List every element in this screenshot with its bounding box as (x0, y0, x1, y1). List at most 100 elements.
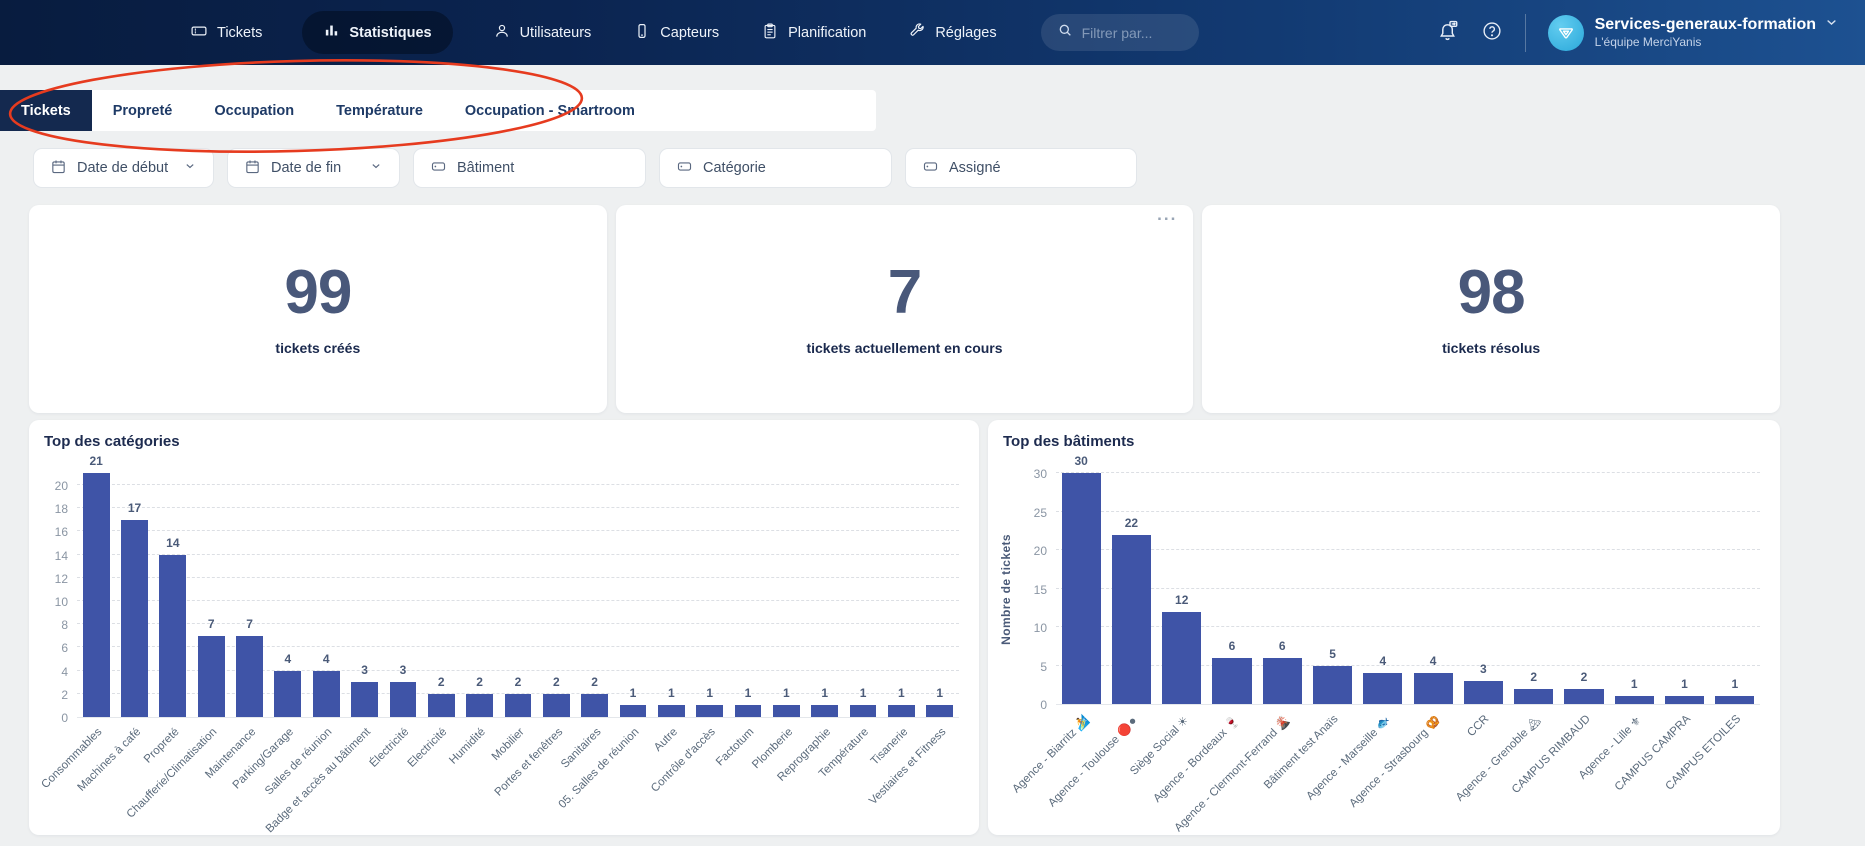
bar[interactable]: 1 (844, 474, 882, 717)
bell-icon (1436, 20, 1459, 46)
kpi-row: 99 tickets créés ... 7 tickets actuellem… (29, 205, 1780, 413)
tab-occupation-smartroom[interactable]: Occupation - Smartroom (464, 102, 635, 119)
card-menu-button[interactable]: ... (1157, 205, 1178, 224)
filter-categorie[interactable]: Catégorie (659, 148, 892, 188)
bar[interactable]: 1 (614, 474, 652, 717)
bar[interactable]: 1 (921, 474, 959, 717)
question-circle-icon (1481, 20, 1503, 45)
bar[interactable]: 2 (422, 474, 460, 717)
bar[interactable]: 2 (575, 474, 613, 717)
nav-item-statistiques[interactable]: Statistiques (302, 11, 453, 54)
y-tick-label: 8 (61, 618, 68, 633)
bar[interactable]: 22 (1106, 474, 1156, 704)
bar-value-label: 7 (246, 616, 253, 631)
x-axis-label: CCR (1465, 713, 1492, 740)
chart-top-categories: Top des catégories 0 2 4 6 8 10 12 14 16 18 20 21 1… (29, 420, 979, 835)
bar[interactable]: 17 (115, 474, 153, 717)
bar-value-label: 12 (1175, 592, 1189, 607)
bar[interactable]: 1 (767, 474, 805, 717)
sensor-device-icon (633, 22, 651, 44)
nav-item-label: Tickets (217, 24, 263, 41)
bar[interactable]: 1 (1609, 474, 1659, 704)
bar[interactable]: 5 (1307, 474, 1357, 704)
y-axis: 0 2 4 6 8 10 12 14 16 18 20 (37, 474, 77, 725)
plot-area: 21 17 14 7 7 4 4 3 3 2 2 2 2 2 1 1 1 1 1 1 1 1 1 (77, 454, 959, 718)
bar[interactable]: 7 (192, 474, 230, 717)
wrench-icon (908, 22, 926, 44)
bar[interactable]: 3 (1458, 474, 1508, 704)
bar[interactable]: 2 (537, 474, 575, 717)
nav-item-capteurs[interactable]: Capteurs (631, 11, 721, 55)
bar-value-label: 4 (284, 651, 292, 666)
bar-value-label: 1 (1731, 677, 1739, 692)
bar[interactable]: 1 (1710, 474, 1760, 704)
bar[interactable]: 2 (1559, 474, 1609, 704)
y-tick-label: 25 (1033, 505, 1047, 520)
bar-value-label: 3 (1480, 661, 1487, 676)
bar[interactable]: 14 (154, 474, 192, 717)
chevron-down-icon (1824, 15, 1839, 35)
bar-value-label: 6 (1228, 638, 1236, 653)
bar-value-label: 4 (322, 651, 330, 666)
stat-label: tickets actuellement en cours (806, 340, 1003, 356)
y-tick-label: 2 (61, 687, 68, 702)
tab-tickets[interactable]: Tickets (0, 90, 92, 131)
bar[interactable]: 1 (652, 474, 690, 717)
gridline (1056, 510, 1760, 512)
filter-date-fin[interactable]: Date de fin (227, 148, 400, 188)
stat-value: 7 (887, 258, 922, 327)
bar[interactable]: 12 (1157, 474, 1207, 704)
nav-item-utilisateurs[interactable]: Utilisateurs (491, 11, 594, 55)
gridline (1056, 664, 1760, 666)
nav-item-planification[interactable]: Planification (759, 11, 868, 55)
bar[interactable]: 30 (1056, 454, 1106, 704)
x-axis-labels: Agence - Biarritz 🏄 Agence - Toulouse 🔴⚫ S… (1010, 705, 1760, 835)
bar[interactable]: 1 (882, 474, 920, 717)
filter-batiment[interactable]: Bâtiment (413, 148, 646, 188)
bar-value-label: 2 (591, 674, 598, 689)
tag-icon (430, 158, 447, 179)
tab-propret-[interactable]: Propreté (112, 102, 173, 119)
bar-value-label: 6 (1278, 638, 1286, 653)
bar[interactable]: 3 (384, 474, 422, 717)
bar[interactable]: 1 (806, 474, 844, 717)
y-tick-label: 20 (54, 479, 68, 493)
filter-assigne[interactable]: Assigné (905, 148, 1137, 188)
account-team: L'équipe MerciYanis (1594, 34, 1702, 49)
bar[interactable]: 21 (77, 454, 115, 717)
bar-value-label: 2 (1580, 669, 1588, 684)
bar[interactable]: 7 (230, 474, 268, 717)
bar[interactable]: 4 (1408, 474, 1458, 704)
bar[interactable]: 1 (1659, 474, 1709, 704)
bar[interactable]: 2 (460, 474, 498, 717)
bar-value-label: 2 (552, 674, 560, 689)
bar[interactable]: 3 (345, 474, 383, 717)
bar[interactable]: 6 (1257, 474, 1307, 704)
help-button[interactable] (1481, 20, 1503, 45)
bar-value-label: 4 (1379, 654, 1387, 669)
filter-date-debut[interactable]: Date de début (33, 148, 214, 188)
bar[interactable]: 4 (1358, 474, 1408, 704)
nav-right: Services-generaux-formation L'équipe Mer… (1436, 13, 1839, 52)
account-menu[interactable]: Services-generaux-formation L'équipe Mer… (1547, 14, 1839, 51)
calendar-icon (50, 158, 67, 179)
bar[interactable]: 2 (499, 474, 537, 717)
stat-value: 98 (1457, 258, 1526, 327)
bar[interactable]: 4 (269, 474, 307, 717)
bar[interactable]: 4 (307, 474, 345, 717)
y-tick-label: 30 (1033, 467, 1047, 481)
tab-temp-rature[interactable]: Température (336, 102, 423, 119)
nav-item-tickets[interactable]: Tickets (188, 11, 264, 55)
nav-item-reglages[interactable]: Réglages (906, 11, 998, 55)
search-input[interactable] (1081, 24, 1187, 41)
chart-top-batiments: Top des bâtiments Nombre de tickets 0 5 10… (988, 420, 1780, 835)
bar[interactable]: 1 (691, 474, 729, 717)
filter-label: Assigné (949, 160, 1001, 176)
tab-occupation[interactable]: Occupation (214, 102, 295, 119)
bar-value-label: 1 (821, 686, 829, 701)
notifications-button[interactable] (1436, 20, 1459, 46)
bar[interactable]: 6 (1207, 474, 1257, 704)
bar[interactable]: 1 (729, 474, 767, 717)
bar[interactable]: 2 (1509, 474, 1559, 704)
